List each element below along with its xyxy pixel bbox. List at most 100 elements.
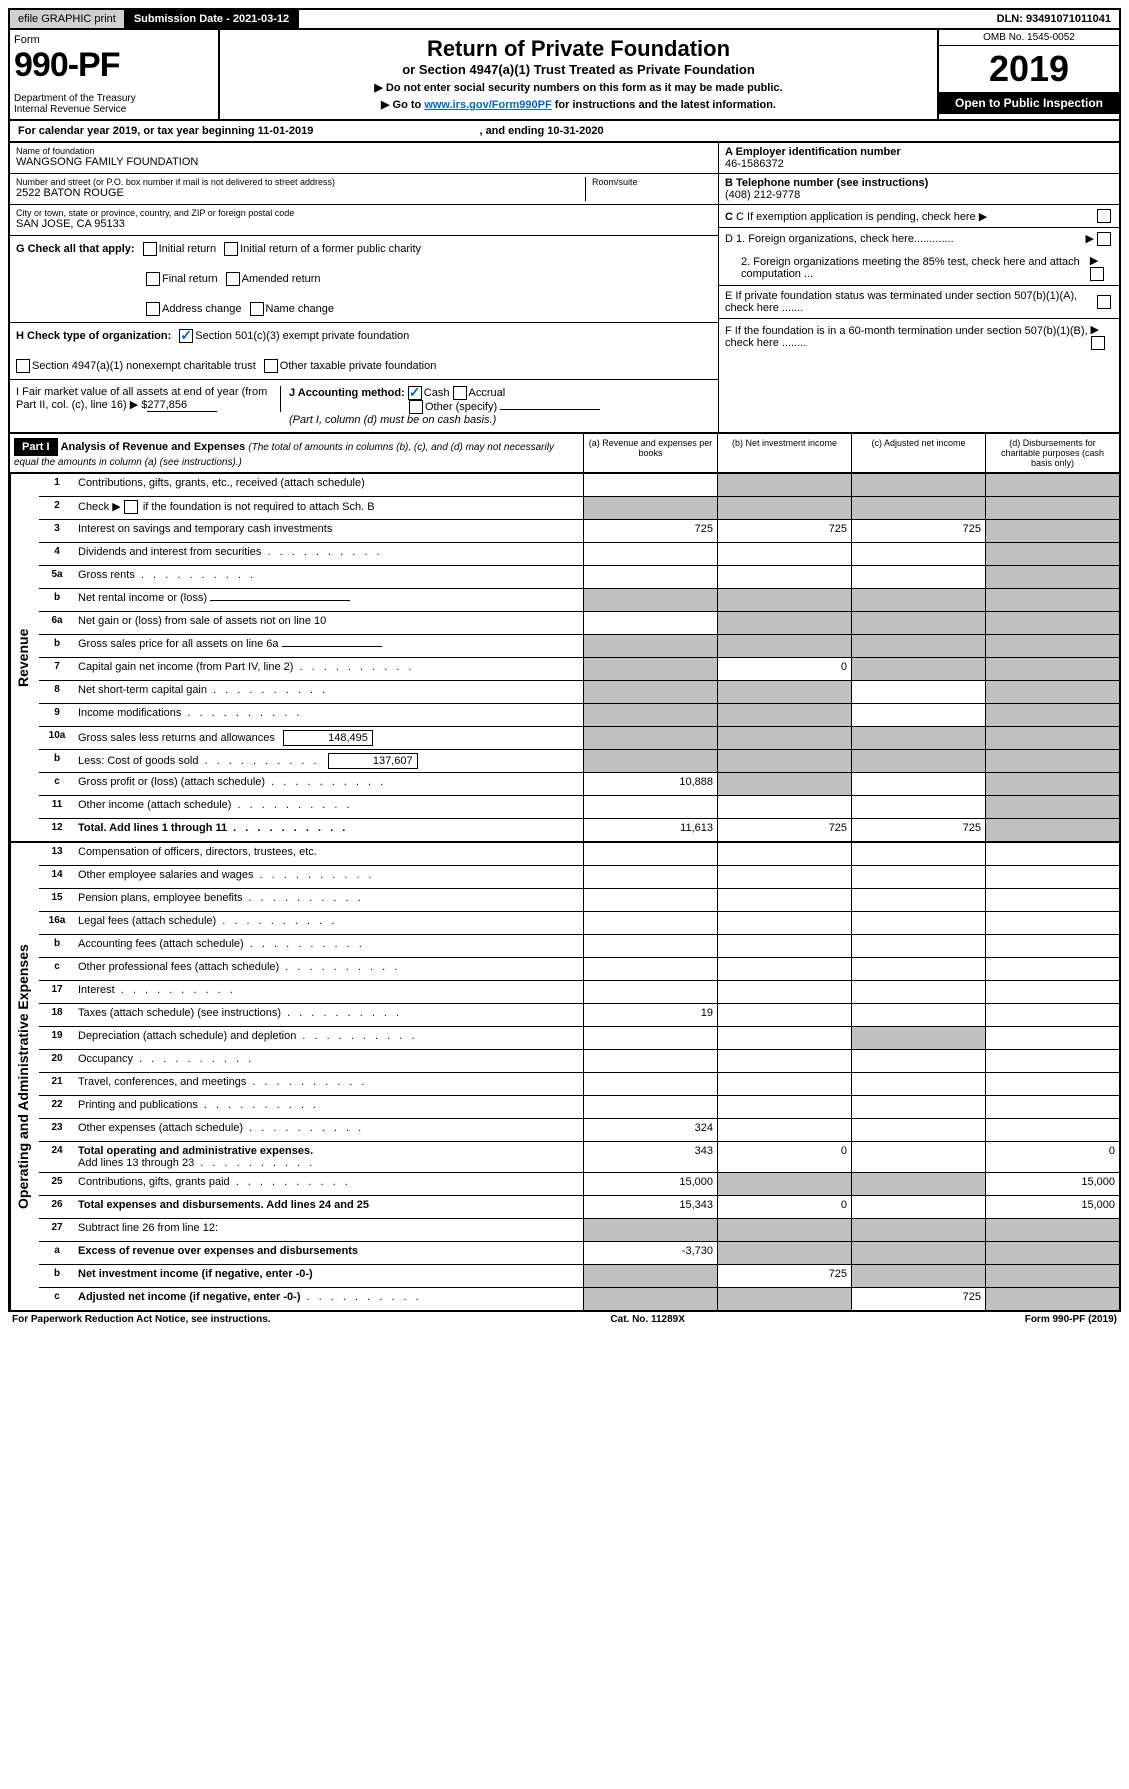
i-j-row: I Fair market value of all assets at end… — [10, 380, 718, 432]
line-25: 25Contributions, gifts, grants paid 15,0… — [39, 1173, 1119, 1196]
header-right: OMB No. 1545-0052 2019 Open to Public In… — [937, 30, 1119, 119]
line-27: 27Subtract line 26 from line 12: — [39, 1219, 1119, 1242]
info-right: A Employer identification number 46-1586… — [718, 143, 1119, 432]
line-6b: bGross sales price for all assets on lin… — [39, 635, 1119, 658]
line-10a: 10aGross sales less returns and allowanc… — [39, 727, 1119, 750]
e-check-row: E If private foundation status was termi… — [719, 286, 1119, 319]
expenses-label: Operating and Administrative Expenses — [10, 843, 39, 1310]
line-27c: cAdjusted net income (if negative, enter… — [39, 1288, 1119, 1310]
revenue-section: Revenue 1Contributions, gifts, grants, e… — [8, 474, 1121, 843]
initial-former-checkbox[interactable] — [224, 242, 238, 256]
info-block: Name of foundation WANGSONG FAMILY FOUND… — [8, 143, 1121, 434]
line-6a: 6aNet gain or (loss) from sale of assets… — [39, 612, 1119, 635]
c-check-row: C C If exemption application is pending,… — [719, 205, 1119, 228]
final-return-checkbox[interactable] — [146, 272, 160, 286]
fmv-value: 277,856 — [147, 399, 217, 412]
irs-link[interactable]: www.irs.gov/Form990PF — [424, 99, 551, 111]
calendar-year-row: For calendar year 2019, or tax year begi… — [8, 121, 1121, 143]
f-checkbox[interactable] — [1091, 336, 1105, 350]
col-d-header: (d) Disbursements for charitable purpose… — [985, 434, 1119, 472]
e-checkbox[interactable] — [1097, 295, 1111, 309]
f-check-row: F If the foundation is in a 60-month ter… — [719, 319, 1119, 354]
line-16b: bAccounting fees (attach schedule) — [39, 935, 1119, 958]
d1-checkbox[interactable] — [1097, 232, 1111, 246]
line-2: 2Check ▶ if the foundation is not requir… — [39, 497, 1119, 520]
col-a-header: (a) Revenue and expenses per books — [583, 434, 717, 472]
line-16a: 16aLegal fees (attach schedule) — [39, 912, 1119, 935]
4947-checkbox[interactable] — [16, 359, 30, 373]
address-change-checkbox[interactable] — [146, 302, 160, 316]
line-10b: bLess: Cost of goods sold137,607 — [39, 750, 1119, 773]
paperwork-notice: For Paperwork Reduction Act Notice, see … — [12, 1314, 271, 1325]
efile-button[interactable]: efile GRAPHIC print — [10, 10, 126, 28]
note-2: ▶ Go to www.irs.gov/Form990PF for instru… — [226, 98, 931, 111]
line-17: 17Interest — [39, 981, 1119, 1004]
line-18: 18Taxes (attach schedule) (see instructi… — [39, 1004, 1119, 1027]
line-11: 11Other income (attach schedule) — [39, 796, 1119, 819]
line-19: 19Depreciation (attach schedule) and dep… — [39, 1027, 1119, 1050]
line-26: 26Total expenses and disbursements. Add … — [39, 1196, 1119, 1219]
line-24: 24Total operating and administrative exp… — [39, 1142, 1119, 1173]
foundation-name-row: Name of foundation WANGSONG FAMILY FOUND… — [10, 143, 718, 174]
line-22: 22Printing and publications — [39, 1096, 1119, 1119]
line-9: 9Income modifications — [39, 704, 1119, 727]
line-21: 21Travel, conferences, and meetings — [39, 1073, 1119, 1096]
dln: DLN: 93491071011041 — [989, 10, 1119, 28]
form-subtitle: or Section 4947(a)(1) Trust Treated as P… — [226, 62, 931, 77]
line-5b: bNet rental income or (loss) — [39, 589, 1119, 612]
cash-checkbox[interactable] — [408, 386, 422, 400]
g-check-row: G Check all that apply: Initial return I… — [10, 236, 718, 323]
info-left: Name of foundation WANGSONG FAMILY FOUND… — [10, 143, 718, 432]
col-c-header: (c) Adjusted net income — [851, 434, 985, 472]
line-15: 15Pension plans, employee benefits — [39, 889, 1119, 912]
amended-return-checkbox[interactable] — [226, 272, 240, 286]
tax-year: 2019 — [939, 46, 1119, 92]
line-4: 4Dividends and interest from securities — [39, 543, 1119, 566]
form-label: Form — [14, 34, 214, 46]
line-23: 23Other expenses (attach schedule) 324 — [39, 1119, 1119, 1142]
accrual-checkbox[interactable] — [453, 386, 467, 400]
address-row: Number and street (or P.O. box number if… — [10, 174, 718, 205]
line-3: 3Interest on savings and temporary cash … — [39, 520, 1119, 543]
initial-return-checkbox[interactable] — [143, 242, 157, 256]
part1-header-row: Part I Analysis of Revenue and Expenses … — [8, 434, 1121, 474]
line-7: 7Capital gain net income (from Part IV, … — [39, 658, 1119, 681]
phone-row: B Telephone number (see instructions) (4… — [719, 174, 1119, 205]
c-checkbox[interactable] — [1097, 209, 1111, 223]
omb-number: OMB No. 1545-0052 — [939, 30, 1119, 46]
501c3-checkbox[interactable] — [179, 329, 193, 343]
other-taxable-checkbox[interactable] — [264, 359, 278, 373]
city-row: City or town, state or province, country… — [10, 205, 718, 236]
part1-title: Analysis of Revenue and Expenses — [61, 441, 246, 453]
header-left: Form 990-PF Department of the Treasury I… — [10, 30, 220, 119]
catalog-number: Cat. No. 11289X — [610, 1314, 684, 1325]
sch-b-checkbox[interactable] — [124, 500, 138, 514]
line-27b: bNet investment income (if negative, ent… — [39, 1265, 1119, 1288]
name-change-checkbox[interactable] — [250, 302, 264, 316]
d1-check-row: D 1. Foreign organizations, check here..… — [719, 228, 1119, 250]
page-footer: For Paperwork Reduction Act Notice, see … — [8, 1312, 1121, 1327]
other-method-checkbox[interactable] — [409, 400, 423, 414]
note-1: ▶ Do not enter social security numbers o… — [226, 81, 931, 94]
line-13: 13Compensation of officers, directors, t… — [39, 843, 1119, 866]
part1-badge: Part I — [14, 438, 58, 456]
form-header: Form 990-PF Department of the Treasury I… — [8, 30, 1121, 121]
line-16c: cOther professional fees (attach schedul… — [39, 958, 1119, 981]
col-b-header: (b) Net investment income — [717, 434, 851, 472]
line-27a: aExcess of revenue over expenses and dis… — [39, 1242, 1119, 1265]
line-12: 12Total. Add lines 1 through 11 11,61372… — [39, 819, 1119, 841]
line-10c: cGross profit or (loss) (attach schedule… — [39, 773, 1119, 796]
line-14: 14Other employee salaries and wages — [39, 866, 1119, 889]
line-1: 1Contributions, gifts, grants, etc., rec… — [39, 474, 1119, 497]
expenses-section: Operating and Administrative Expenses 13… — [8, 843, 1121, 1312]
line-5a: 5aGross rents — [39, 566, 1119, 589]
form-ref: Form 990-PF (2019) — [1025, 1314, 1117, 1325]
open-public-badge: Open to Public Inspection — [939, 92, 1119, 114]
line-8: 8Net short-term capital gain — [39, 681, 1119, 704]
header-center: Return of Private Foundation or Section … — [220, 30, 937, 119]
d2-checkbox[interactable] — [1090, 267, 1104, 281]
line-20: 20Occupancy — [39, 1050, 1119, 1073]
form-number: 990-PF — [14, 46, 214, 85]
ein-row: A Employer identification number 46-1586… — [719, 143, 1119, 174]
revenue-label: Revenue — [10, 474, 39, 841]
